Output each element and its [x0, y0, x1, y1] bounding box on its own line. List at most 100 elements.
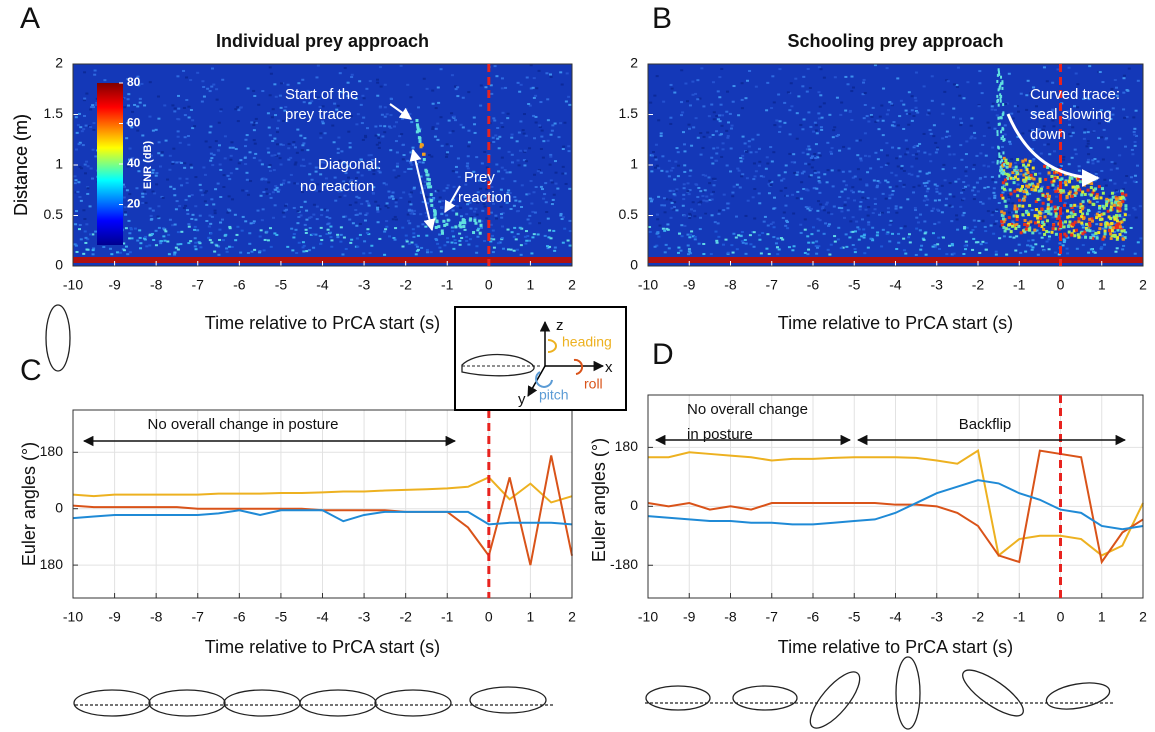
echo-speckle: [712, 147, 715, 149]
echo-speckle: [230, 141, 233, 143]
echo-speckle: [842, 171, 845, 173]
echo-speckle: [298, 242, 301, 244]
echo-speckle: [729, 170, 732, 172]
echo-speckle: [1136, 165, 1139, 167]
echo-speckle: [941, 113, 944, 115]
echo-speckle: [234, 239, 237, 241]
x-tick-label: -7: [766, 609, 779, 625]
echo-speckle: [1014, 105, 1017, 107]
echo-speckle: [1071, 126, 1074, 128]
echo-speckle: [717, 236, 720, 238]
echo-speckle: [261, 219, 264, 221]
echo-speckle: [533, 77, 536, 79]
echo-speckle: [148, 244, 151, 246]
echo-speckle: [971, 249, 974, 251]
echo-speckle: [319, 173, 322, 175]
echo-speckle: [297, 216, 300, 218]
echo-speckle: [231, 198, 234, 200]
echo-school: [1019, 169, 1022, 172]
echo-speckle: [1007, 198, 1010, 200]
echo-speckle: [359, 223, 362, 225]
echo-speckle: [221, 79, 224, 81]
echo-trace: [1000, 130, 1002, 133]
echo-school: [1048, 195, 1051, 198]
echo-speckle: [259, 236, 262, 238]
echo-speckle: [326, 223, 329, 225]
echo-speckle: [253, 139, 256, 141]
echo-speckle: [935, 188, 938, 190]
echo-speckle: [844, 201, 847, 203]
echo-speckle: [501, 178, 504, 180]
x-tick-label: -10: [638, 609, 658, 625]
echo-speckle: [906, 151, 909, 153]
echo-speckle: [128, 193, 131, 195]
echo-speckle: [162, 235, 165, 237]
echo-speckle: [246, 134, 249, 136]
echo-speckle: [303, 137, 306, 139]
echo-speckle: [923, 152, 926, 154]
echo-speckle: [320, 239, 323, 241]
echo-speckle: [784, 205, 787, 207]
echo-speckle: [680, 69, 683, 71]
x-tick-label: 0: [1057, 277, 1065, 293]
echo-speckle: [274, 154, 277, 156]
echo-speckle: [446, 151, 449, 153]
echo-speckle: [394, 227, 397, 229]
echo-speckle: [513, 196, 516, 198]
echo-speckle: [649, 231, 652, 233]
echo-speckle: [683, 164, 686, 166]
echo-speckle: [249, 151, 252, 153]
annotation: no reaction: [300, 178, 374, 195]
echo-speckle: [340, 150, 343, 152]
echo-speckle: [492, 238, 495, 240]
echo-speckle: [1082, 244, 1085, 246]
echo-speckle: [917, 221, 920, 223]
echo-speckle: [523, 164, 526, 166]
echo-speckle: [904, 253, 907, 255]
echo-speckle: [194, 176, 197, 178]
echo-speckle: [1097, 137, 1100, 139]
echo-speckle: [378, 142, 381, 144]
echo-speckle: [75, 149, 78, 151]
echo-speckle: [737, 234, 740, 236]
echo-speckle: [190, 218, 193, 220]
echo-speckle: [840, 207, 843, 209]
echo-speckle: [688, 236, 691, 238]
echo-speckle: [727, 121, 730, 123]
echo-speckle: [898, 115, 901, 117]
echo-speckle: [688, 249, 691, 251]
echo-speckle: [1054, 221, 1057, 223]
echo-school: [1028, 204, 1031, 207]
echo-speckle: [376, 144, 379, 146]
echo-speckle: [717, 90, 720, 92]
echo-speckle: [312, 233, 315, 235]
echo-speckle: [248, 243, 251, 245]
echo-speckle: [162, 197, 165, 199]
echo-speckle: [1012, 167, 1015, 169]
echo-speckle: [1105, 185, 1108, 187]
echo-speckle: [991, 179, 994, 181]
echo-trace: [426, 182, 429, 185]
echo-speckle: [552, 230, 555, 232]
echo-school: [1118, 214, 1121, 217]
echo-speckle: [501, 77, 504, 79]
echo-speckle: [732, 252, 735, 254]
echo-school: [1044, 195, 1047, 198]
echo-speckle: [886, 154, 889, 156]
echo-speckle: [275, 96, 278, 98]
echo-speckle: [1103, 244, 1106, 246]
seal-icon: [74, 690, 150, 716]
echo-speckle: [758, 148, 761, 150]
echo-speckle: [250, 121, 253, 123]
echo-speckle: [915, 217, 918, 219]
echo-school: [1074, 189, 1077, 192]
echo-speckle: [771, 75, 774, 77]
echo-speckle: [254, 143, 257, 145]
echo-speckle: [887, 211, 890, 213]
echo-speckle: [250, 222, 253, 224]
echo-speckle: [449, 132, 452, 134]
echo-school: [1052, 227, 1055, 230]
echo-speckle: [749, 234, 752, 236]
echo-speckle: [363, 97, 366, 99]
